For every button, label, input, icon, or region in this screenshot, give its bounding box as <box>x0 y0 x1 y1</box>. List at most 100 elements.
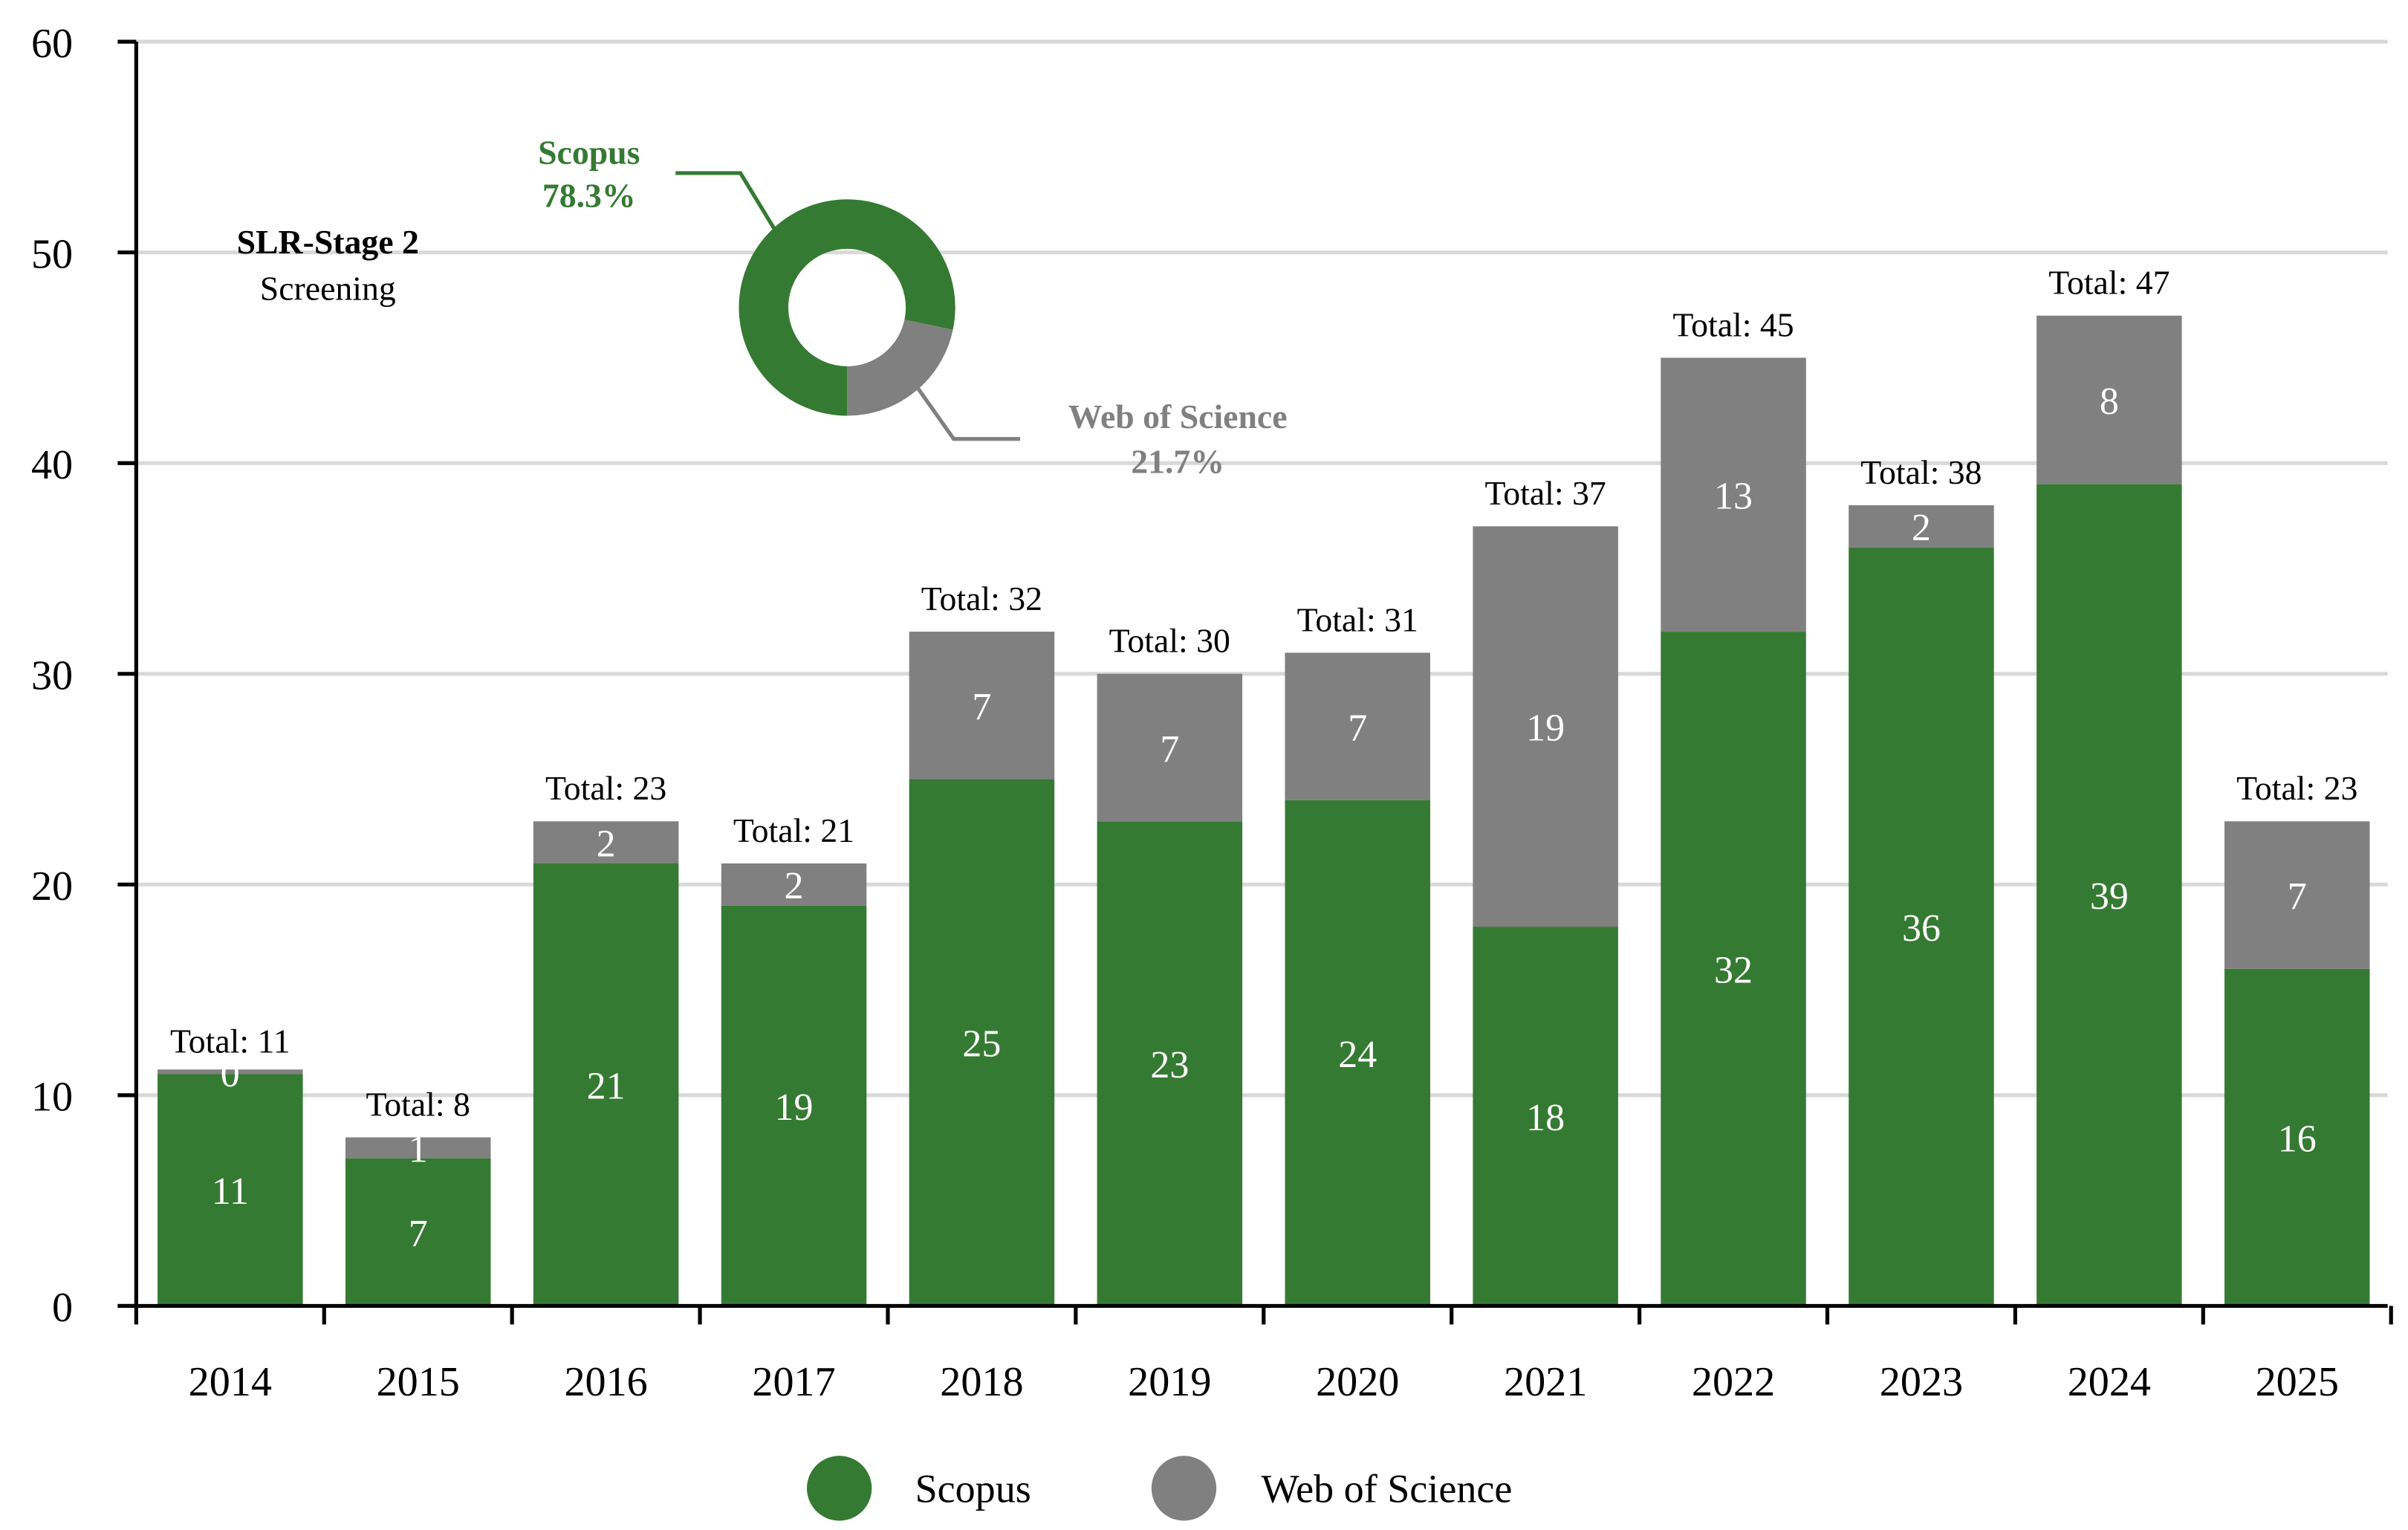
total-label: Total: 45 <box>1672 305 1794 343</box>
y-tick-label: 30 <box>31 653 73 699</box>
donut-wos-name: Web of Science <box>1068 398 1288 435</box>
bar-scopus <box>1473 927 1618 1306</box>
y-tick-label: 60 <box>31 21 73 67</box>
legend: Scopus Web of Science <box>806 1456 1512 1521</box>
bar-scopus <box>909 779 1055 1306</box>
total-label: Total: 23 <box>2236 769 2357 807</box>
segment-value-label: 2 <box>785 865 804 907</box>
total-label: Total: 23 <box>545 769 666 807</box>
legend-swatch-scopus <box>806 1456 872 1521</box>
bar-web-of-science <box>2224 821 2370 969</box>
stage-annotation: SLR-Stage 2 Screening <box>237 223 419 307</box>
gridlines <box>136 39 2388 1098</box>
x-tick-label: 2016 <box>564 1359 647 1405</box>
legend-label-wos: Web of Science <box>1261 1467 1512 1511</box>
bar-scopus <box>1097 821 1243 1306</box>
bar-web-of-science <box>1097 673 1243 822</box>
segment-value-label: 24 <box>1338 1034 1377 1076</box>
segment-value-label: 39 <box>2090 875 2129 918</box>
x-tick-label: 2021 <box>1504 1359 1587 1405</box>
segment-value-label: 7 <box>972 686 991 728</box>
segment-value-label: 16 <box>2278 1118 2317 1160</box>
bar-scopus <box>345 1158 491 1306</box>
segment-value-label: 23 <box>1150 1044 1189 1086</box>
x-tick-label: 2020 <box>1316 1359 1399 1405</box>
inset-donut-chart <box>739 199 955 416</box>
total-label: Total: 37 <box>1485 474 1606 512</box>
bar-web-of-science <box>1661 357 1806 632</box>
bar-web-of-science <box>721 863 867 906</box>
bars <box>158 315 2370 1306</box>
segment-value-label: 7 <box>1348 707 1367 749</box>
bar-scopus <box>158 1074 303 1306</box>
segment-value-label: 36 <box>1902 907 1941 950</box>
bar-scopus <box>721 905 867 1306</box>
segment-value-label: 19 <box>775 1086 814 1129</box>
bar-web-of-science <box>1473 526 1618 927</box>
stage-subtitle: Screening <box>260 269 396 307</box>
bar-web-of-science <box>1849 505 1994 548</box>
segment-value-label: 21 <box>587 1065 626 1107</box>
bar-scopus <box>1285 800 1430 1306</box>
bar-scopus <box>533 863 679 1306</box>
legend-swatch-wos <box>1151 1456 1217 1521</box>
donut-callouts: Scopus 78.3% Web of Science 21.7% <box>538 133 1287 480</box>
total-label: Total: 21 <box>733 811 854 849</box>
x-tick-label: 2015 <box>377 1359 460 1405</box>
donut-scopus-percent: 78.3% <box>542 177 636 215</box>
total-label: Total: 30 <box>1109 622 1230 660</box>
segment-value-label: 11 <box>212 1170 249 1213</box>
segment-value-label: 13 <box>1714 475 1753 517</box>
donut-slice-scopus <box>739 199 955 416</box>
x-tick-label: 2023 <box>1880 1359 1963 1405</box>
segment-value-label: 7 <box>2288 875 2307 918</box>
donut-slice-web-of-science <box>847 320 953 416</box>
bar-web-of-science <box>1285 652 1430 800</box>
y-tick-label: 20 <box>31 863 73 910</box>
y-tick-label: 10 <box>31 1074 73 1121</box>
bar-scopus <box>1661 632 1806 1306</box>
x-tick-label: 2019 <box>1128 1359 1211 1405</box>
bar-web-of-science <box>158 1069 303 1074</box>
x-tick-label: 2014 <box>189 1359 272 1405</box>
segment-value-label: 2 <box>597 823 616 865</box>
total-label: Total: 38 <box>1860 453 1982 491</box>
x-tick-label: 2022 <box>1692 1359 1775 1405</box>
stage-title: SLR-Stage 2 <box>237 223 419 261</box>
segment-value-label: 7 <box>1160 728 1179 771</box>
total-label: Total: 47 <box>2048 264 2170 302</box>
wos-leader-line <box>915 385 1021 441</box>
bar-web-of-science <box>533 821 679 863</box>
total-label: Total: 31 <box>1297 600 1418 638</box>
segment-value-label: 25 <box>962 1023 1001 1066</box>
total-label: Total: 8 <box>366 1085 470 1123</box>
donut-scopus-name: Scopus <box>538 133 640 171</box>
legend-label-scopus: Scopus <box>915 1467 1031 1511</box>
y-tick-label: 50 <box>31 231 73 277</box>
segment-value-label: 1 <box>409 1128 428 1170</box>
y-tick-label: 40 <box>31 442 73 488</box>
x-tick-label: 2017 <box>752 1359 835 1405</box>
bar-scopus <box>2037 484 2182 1306</box>
segment-value-label: 32 <box>1714 949 1753 991</box>
segment-value-label: 19 <box>1526 707 1565 749</box>
scopus-leader-line <box>675 171 791 253</box>
x-tick-label: 2024 <box>2068 1359 2151 1405</box>
donut-wos-percent: 21.7% <box>1131 442 1224 480</box>
bar-web-of-science <box>345 1137 491 1158</box>
total-label: Total: 11 <box>170 1022 291 1060</box>
axes <box>117 39 2393 1325</box>
total-label: Total: 32 <box>921 580 1042 617</box>
segment-value-label: 8 <box>2100 380 2119 423</box>
segment-value-label: 0 <box>221 1053 240 1095</box>
x-tick-label: 2025 <box>2256 1359 2339 1405</box>
bar-scopus <box>1849 547 1994 1306</box>
x-tick-label: 2018 <box>940 1359 1023 1405</box>
bar-web-of-science <box>2037 315 2182 484</box>
segment-value-label: 18 <box>1526 1097 1565 1139</box>
y-tick-label: 0 <box>52 1285 73 1331</box>
bar-web-of-science <box>909 632 1055 779</box>
bar-scopus <box>2224 968 2370 1306</box>
